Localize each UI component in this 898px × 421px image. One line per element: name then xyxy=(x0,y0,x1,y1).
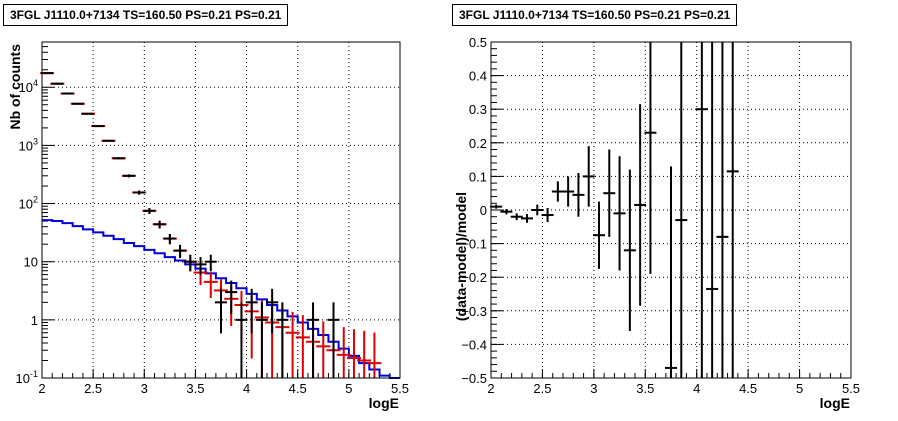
x-tick-label: 2.5 xyxy=(533,381,551,396)
x-tick-label: 3.5 xyxy=(636,381,654,396)
x-tick-label: 5 xyxy=(345,381,352,396)
model-step-line xyxy=(42,219,400,379)
x-tick-label: 4.5 xyxy=(289,381,307,396)
x-axis-label: logE xyxy=(369,395,399,411)
residuals-panel: −0.5 −0.4 −0.3 −0.2 −0.1 0 0.1 0.2 0.3 0.4 0.5 (dat… xyxy=(453,35,860,411)
y-tick-label: 0.3 xyxy=(469,102,487,117)
x-tick-label: 4 xyxy=(693,381,700,396)
x-tick-label: 3 xyxy=(590,381,597,396)
x-tick-label: 5.5 xyxy=(391,381,409,396)
y-tick-label: 0 xyxy=(480,203,487,218)
x-tick-label: 2.5 xyxy=(84,381,102,396)
x-tick-label: 5.5 xyxy=(842,381,860,396)
y-tick-label: 0.4 xyxy=(469,69,487,84)
y-tick-label: 10-1 xyxy=(16,369,38,386)
y-tick-label: −0.5 xyxy=(461,371,487,386)
x-tick-label: 5 xyxy=(796,381,803,396)
y-tick-label: 1 xyxy=(31,313,38,328)
plot-frame xyxy=(41,41,401,379)
y-tick-label: 0.1 xyxy=(469,169,487,184)
y-tick-label: −0.3 xyxy=(461,304,487,319)
y-axis-label: (data-model)/model xyxy=(453,192,469,321)
x-axis-label: logE xyxy=(820,395,850,411)
x-tick-label: 3.5 xyxy=(186,381,204,396)
x-tick-label: 4 xyxy=(243,381,250,396)
x-tick-label: 3 xyxy=(141,381,148,396)
x-tick-label: 2 xyxy=(38,381,45,396)
y-tick-label: −0.2 xyxy=(461,270,487,285)
x-tick-label: 2 xyxy=(487,381,494,396)
y-tick-label: 103 xyxy=(19,136,38,153)
y-tick-label: 10 xyxy=(24,255,38,270)
x-tick-label: 4.5 xyxy=(739,381,757,396)
left-chart-title: 3FGL J1110.0+7134 TS=160.50 PS=0.21 PS=0… xyxy=(3,4,289,26)
y-tick-label: 0.2 xyxy=(469,136,487,151)
y-tick-label: 102 xyxy=(19,195,38,212)
y-tick-label: −0.1 xyxy=(461,237,487,252)
y-axis-label: Nb of counts xyxy=(7,44,23,130)
y-tick-label: 0.5 xyxy=(469,35,487,50)
right-chart-title: 3FGL J1110.0+7134 TS=160.50 PS=0.21 PS=0… xyxy=(452,4,738,26)
y-tick-label: −0.4 xyxy=(461,337,487,352)
y-tick-label: 104 xyxy=(19,78,38,95)
plot-frame xyxy=(490,41,852,379)
